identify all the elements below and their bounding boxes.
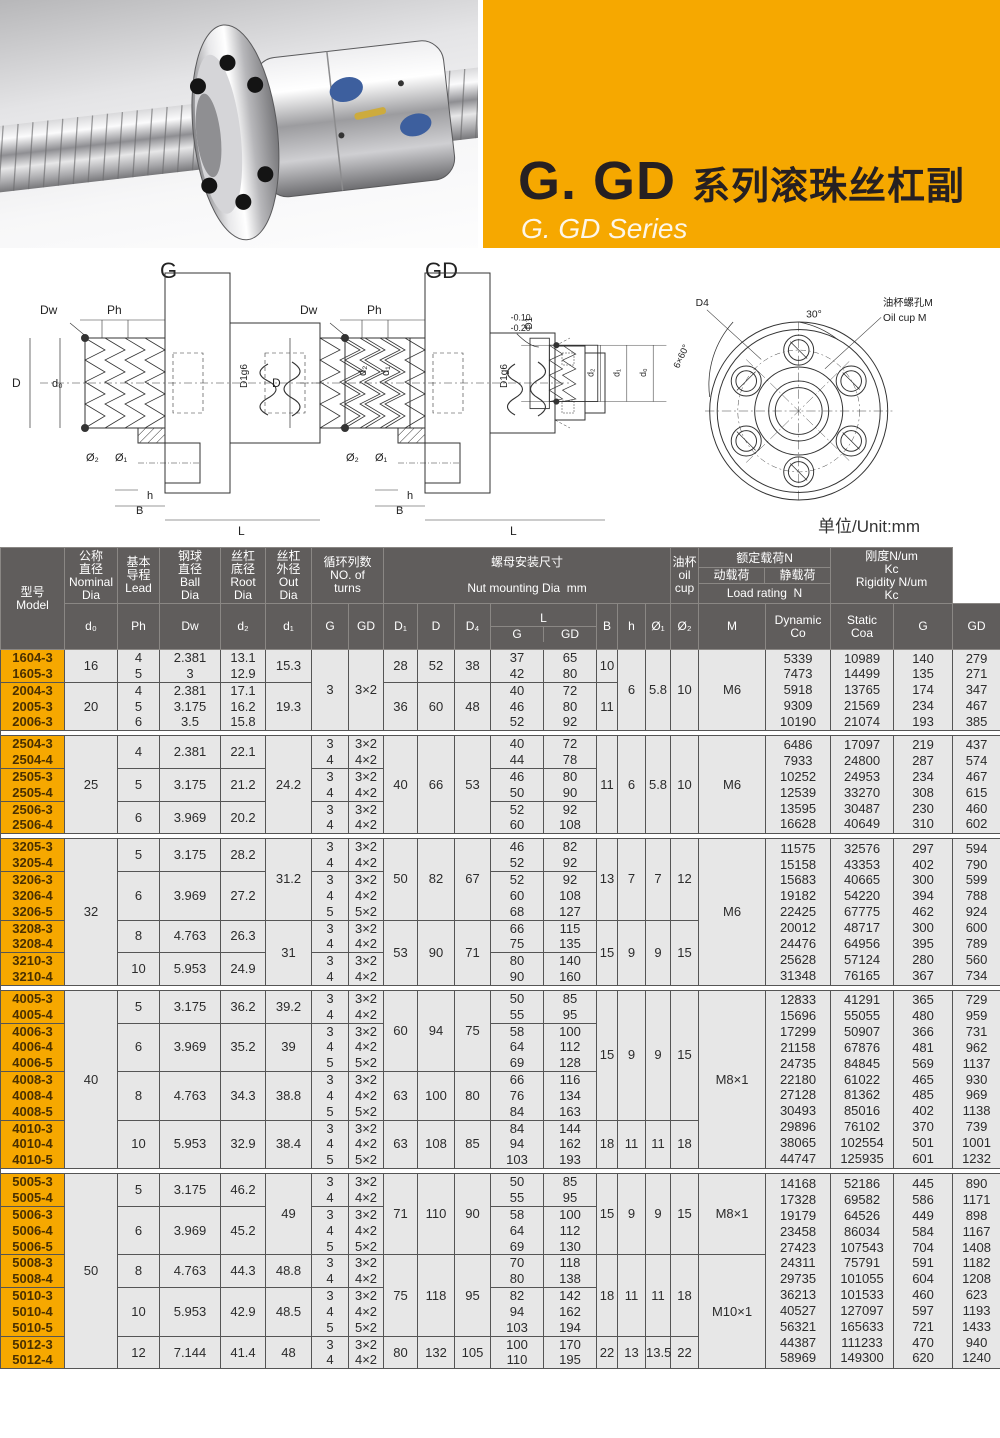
svg-text:Oil cup M: Oil cup M bbox=[883, 313, 927, 324]
svg-text:Ø₁: Ø₁ bbox=[375, 452, 388, 464]
svg-text:d₀: d₀ bbox=[638, 368, 648, 377]
svg-text:D1g6: D1g6 bbox=[239, 364, 250, 388]
svg-text:Ph: Ph bbox=[367, 303, 382, 317]
svg-text:D1: D1 bbox=[524, 317, 535, 329]
svg-text:h: h bbox=[407, 490, 413, 502]
svg-text:d₁: d₁ bbox=[612, 369, 622, 377]
svg-text:D: D bbox=[12, 376, 21, 390]
svg-text:Ph: Ph bbox=[107, 303, 122, 317]
svg-text:6×60°: 6×60° bbox=[672, 343, 692, 370]
svg-text:h: h bbox=[147, 490, 153, 502]
svg-text:L: L bbox=[238, 524, 245, 538]
svg-text:Ø₁: Ø₁ bbox=[115, 452, 128, 464]
svg-text:Ø₂: Ø₂ bbox=[86, 452, 99, 464]
svg-text:B: B bbox=[396, 505, 403, 517]
svg-text:d₂: d₂ bbox=[585, 369, 595, 377]
svg-text:B: B bbox=[136, 505, 143, 517]
svg-text:d₁: d₁ bbox=[380, 366, 392, 376]
svg-text:G: G bbox=[160, 258, 177, 283]
svg-text:30°: 30° bbox=[806, 309, 822, 320]
svg-text:GD: GD bbox=[425, 258, 458, 283]
svg-text:L: L bbox=[510, 524, 517, 538]
svg-text:D1g6: D1g6 bbox=[499, 364, 510, 388]
svg-text:油杯螺孔M: 油杯螺孔M bbox=[883, 296, 933, 309]
svg-text:D4: D4 bbox=[696, 298, 709, 309]
svg-text:Dw: Dw bbox=[40, 303, 58, 317]
svg-text:D: D bbox=[272, 376, 281, 390]
svg-text:d₀: d₀ bbox=[52, 378, 63, 390]
svg-text:Ø₂: Ø₂ bbox=[346, 452, 359, 464]
svg-text:Dw: Dw bbox=[300, 303, 318, 317]
